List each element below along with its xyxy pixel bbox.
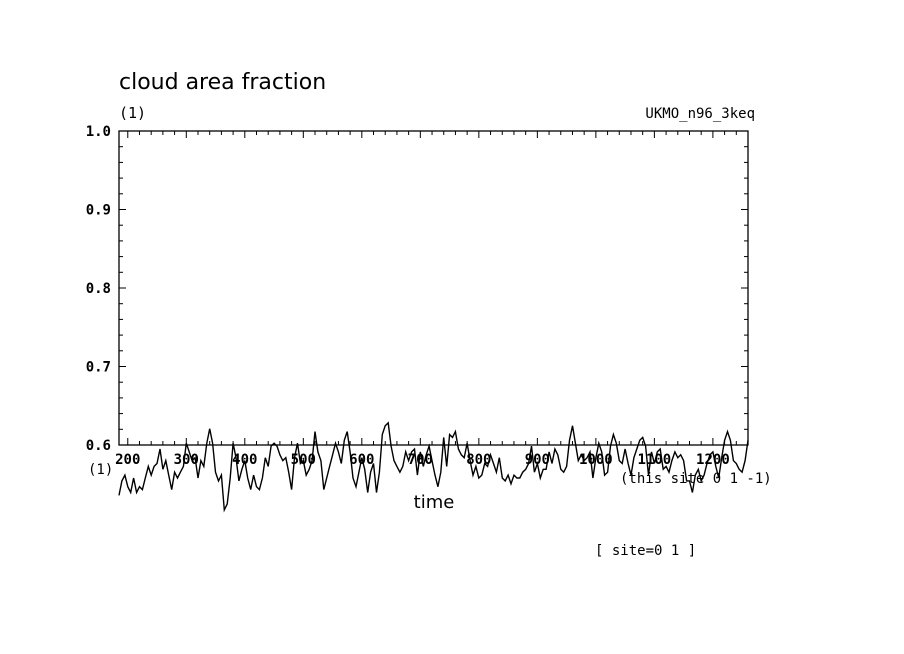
x-axis-label: time — [414, 492, 455, 513]
y-tick-label: 0.7 — [86, 360, 111, 376]
inset-units-label: (1) — [88, 462, 113, 478]
y-tick-label: 1.0 — [86, 124, 111, 140]
x-tick-label: 400 — [232, 452, 257, 468]
x-tick-label: 900 — [525, 452, 550, 468]
y-tick-label: 0.8 — [86, 281, 111, 297]
series-line — [118, 421, 749, 513]
y-tick-label: 0.6 — [86, 438, 111, 454]
chart-title: cloud area fraction — [119, 70, 326, 95]
x-tick-label: 700 — [408, 452, 433, 468]
x-tick-label: 300 — [174, 452, 199, 468]
plot-area — [118, 130, 749, 446]
y-tick-label: 0.9 — [86, 203, 111, 219]
inset-annotation: (this site 0 1 -1) — [620, 471, 772, 487]
units-label: (1) — [119, 104, 146, 122]
model-label: UKMO_n96_3keq — [645, 106, 755, 122]
subset-note: [ site=0 1 ] — [595, 543, 696, 559]
x-tick-label: 200 — [115, 452, 140, 468]
